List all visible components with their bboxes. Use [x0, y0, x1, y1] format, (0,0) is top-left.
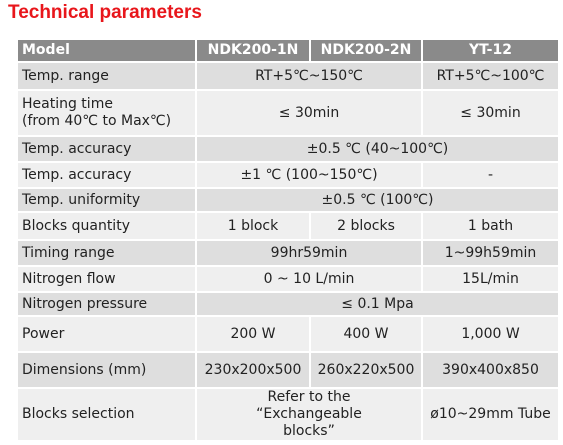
label: Nitrogen flow [18, 267, 195, 291]
row: Temp. uniformity ±0.5 ℃ (100℃) [18, 189, 558, 211]
cell: 1 bath [423, 213, 558, 239]
cell: ø10~29mm Tube [423, 389, 558, 440]
label: Nitrogen pressure [18, 293, 195, 315]
cell: - [423, 163, 558, 187]
label: Temp. range [18, 63, 195, 89]
cell: 400 W [311, 317, 421, 351]
label: Timing range [18, 241, 195, 265]
label: Temp. accuracy [18, 163, 195, 187]
label: Blocks selection [18, 389, 195, 440]
row: Nitrogen pressure ≤ 0.1 Mpa [18, 293, 558, 315]
row: Timing range 99hr59min 1~99h59min [18, 241, 558, 265]
cell: 390x400x850 [423, 353, 558, 387]
row: Temp. range RT+5℃~150℃ RT+5℃~100℃ [18, 63, 558, 89]
cell: Refer to the “Exchangeable blocks” [197, 389, 421, 440]
cell: ≤ 30min [197, 91, 421, 135]
cell: 260x220x500 [311, 353, 421, 387]
row: Nitrogen flow 0 ~ 10 L/min 15L/min [18, 267, 558, 291]
cell: 200 W [197, 317, 309, 351]
row: Dimensions (mm) 230x200x500 260x220x500 … [18, 353, 558, 387]
cell: 1,000 W [423, 317, 558, 351]
cell: ≤ 30min [423, 91, 558, 135]
cell: 230x200x500 [197, 353, 309, 387]
label: Dimensions (mm) [18, 353, 195, 387]
cell: RT+5℃~100℃ [423, 63, 558, 89]
cell: ±0.5 ℃ (100℃) [197, 189, 558, 211]
label: Temp. accuracy [18, 137, 195, 161]
cell: 15L/min [423, 267, 558, 291]
header-cell: NDK200-1N [197, 40, 309, 61]
cell: 99hr59min [197, 241, 421, 265]
cell: RT+5℃~150℃ [197, 63, 421, 89]
title: Technical parameters [8, 2, 202, 23]
row: Power 200 W 400 W 1,000 W [18, 317, 558, 351]
header-cell: NDK200-2N [311, 40, 421, 61]
spec-table: Model NDK200-1N NDK200-2N YT-12 Temp. ra… [16, 38, 560, 442]
header-cell: Model [18, 40, 195, 61]
row: Temp. accuracy ±0.5 ℃ (40~100℃) [18, 137, 558, 161]
label: Heating time (from 40℃ to Max℃) [18, 91, 195, 135]
row: Heating time (from 40℃ to Max℃) ≤ 30min … [18, 91, 558, 135]
header-cell: YT-12 [423, 40, 558, 61]
label: Blocks quantity [18, 213, 195, 239]
row: Blocks quantity 1 block 2 blocks 1 bath [18, 213, 558, 239]
label: Temp. uniformity [18, 189, 195, 211]
row: Blocks selection Refer to the “Exchangea… [18, 389, 558, 440]
cell: 1 block [197, 213, 309, 239]
cell: ±0.5 ℃ (40~100℃) [197, 137, 558, 161]
cell: 1~99h59min [423, 241, 558, 265]
header-row: Model NDK200-1N NDK200-2N YT-12 [18, 40, 558, 61]
cell: ±1 ℃ (100~150℃) [197, 163, 421, 187]
cell: 0 ~ 10 L/min [197, 267, 421, 291]
label: Power [18, 317, 195, 351]
cell: 2 blocks [311, 213, 421, 239]
cell: ≤ 0.1 Mpa [197, 293, 558, 315]
row: Temp. accuracy ±1 ℃ (100~150℃) - [18, 163, 558, 187]
